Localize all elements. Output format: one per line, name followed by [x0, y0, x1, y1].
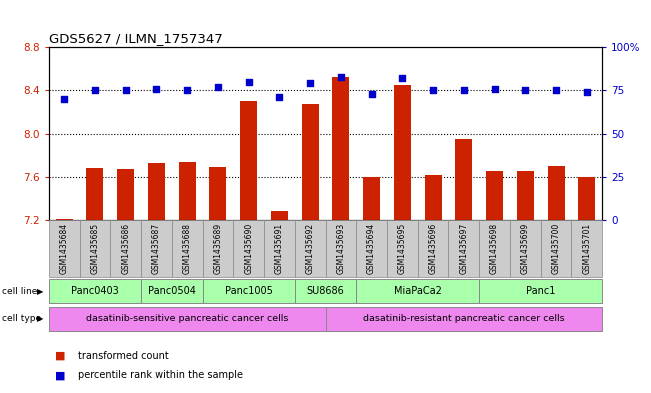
- Bar: [233, 220, 264, 277]
- Text: Panc1005: Panc1005: [225, 286, 273, 296]
- Point: [120, 87, 131, 94]
- Bar: [326, 220, 356, 277]
- Bar: [172, 220, 202, 277]
- Bar: [326, 307, 602, 331]
- Bar: [179, 162, 195, 220]
- Text: GSM1435691: GSM1435691: [275, 223, 284, 274]
- Point: [397, 75, 408, 81]
- Bar: [79, 220, 110, 277]
- Text: GSM1435684: GSM1435684: [60, 223, 69, 274]
- Point: [182, 87, 193, 94]
- Bar: [394, 85, 411, 220]
- Bar: [301, 105, 318, 220]
- Point: [428, 87, 438, 94]
- Point: [305, 80, 315, 86]
- Bar: [271, 211, 288, 220]
- Bar: [141, 220, 172, 277]
- Point: [274, 94, 284, 101]
- Text: ▶: ▶: [37, 287, 44, 296]
- Point: [490, 86, 500, 92]
- Bar: [56, 219, 73, 220]
- Bar: [202, 279, 295, 303]
- Bar: [517, 171, 534, 220]
- Text: GSM1435700: GSM1435700: [551, 223, 561, 274]
- Text: Panc0403: Panc0403: [71, 286, 119, 296]
- Text: GSM1435692: GSM1435692: [305, 223, 314, 274]
- Point: [243, 79, 254, 85]
- Bar: [87, 168, 104, 220]
- Text: GSM1435693: GSM1435693: [337, 223, 346, 274]
- Text: GSM1435698: GSM1435698: [490, 223, 499, 274]
- Text: GSM1435689: GSM1435689: [214, 223, 223, 274]
- Text: dasatinib-resistant pancreatic cancer cells: dasatinib-resistant pancreatic cancer ce…: [363, 314, 564, 323]
- Text: ■: ■: [55, 370, 66, 380]
- Text: GSM1435688: GSM1435688: [183, 223, 191, 274]
- Text: GSM1435697: GSM1435697: [460, 223, 468, 274]
- Bar: [240, 101, 257, 220]
- Text: SU8686: SU8686: [307, 286, 344, 296]
- Bar: [572, 220, 602, 277]
- Bar: [110, 220, 141, 277]
- Text: GSM1435685: GSM1435685: [90, 223, 100, 274]
- Point: [336, 73, 346, 80]
- Bar: [424, 174, 441, 220]
- Text: MiaPaCa2: MiaPaCa2: [394, 286, 441, 296]
- Text: GSM1435687: GSM1435687: [152, 223, 161, 274]
- Bar: [49, 220, 79, 277]
- Bar: [295, 220, 326, 277]
- Bar: [333, 77, 350, 220]
- Text: ■: ■: [55, 351, 66, 361]
- Bar: [264, 220, 295, 277]
- Bar: [49, 279, 141, 303]
- Text: cell line: cell line: [2, 287, 37, 296]
- Bar: [356, 220, 387, 277]
- Bar: [479, 279, 602, 303]
- Point: [458, 87, 469, 94]
- Point: [520, 87, 531, 94]
- Text: GDS5627 / ILMN_1757347: GDS5627 / ILMN_1757347: [49, 31, 223, 44]
- Text: cell type: cell type: [2, 314, 41, 323]
- Bar: [49, 307, 326, 331]
- Bar: [202, 220, 233, 277]
- Bar: [479, 220, 510, 277]
- Point: [151, 86, 161, 92]
- Bar: [547, 166, 564, 220]
- Text: GSM1435696: GSM1435696: [428, 223, 437, 274]
- Text: GSM1435690: GSM1435690: [244, 223, 253, 274]
- Bar: [510, 220, 541, 277]
- Text: GSM1435699: GSM1435699: [521, 223, 530, 274]
- Bar: [486, 171, 503, 220]
- Text: GSM1435694: GSM1435694: [367, 223, 376, 274]
- Point: [90, 87, 100, 94]
- Bar: [578, 177, 595, 220]
- Bar: [148, 163, 165, 220]
- Text: percentile rank within the sample: percentile rank within the sample: [78, 370, 243, 380]
- Bar: [387, 220, 418, 277]
- Bar: [456, 139, 472, 220]
- Point: [581, 89, 592, 95]
- Text: Panc0504: Panc0504: [148, 286, 196, 296]
- Point: [367, 91, 377, 97]
- Bar: [356, 279, 479, 303]
- Bar: [210, 167, 227, 220]
- Bar: [363, 177, 380, 220]
- Bar: [295, 279, 356, 303]
- Text: Panc1: Panc1: [526, 286, 555, 296]
- Bar: [541, 220, 572, 277]
- Bar: [449, 220, 479, 277]
- Text: dasatinib-sensitive pancreatic cancer cells: dasatinib-sensitive pancreatic cancer ce…: [86, 314, 288, 323]
- Point: [213, 84, 223, 90]
- Text: GSM1435695: GSM1435695: [398, 223, 407, 274]
- Point: [551, 87, 561, 94]
- Text: GSM1435686: GSM1435686: [121, 223, 130, 274]
- Text: ▶: ▶: [37, 314, 44, 323]
- Text: transformed count: transformed count: [78, 351, 169, 361]
- Bar: [141, 279, 202, 303]
- Bar: [117, 169, 134, 220]
- Text: GSM1435701: GSM1435701: [582, 223, 591, 274]
- Point: [59, 96, 70, 102]
- Bar: [418, 220, 449, 277]
